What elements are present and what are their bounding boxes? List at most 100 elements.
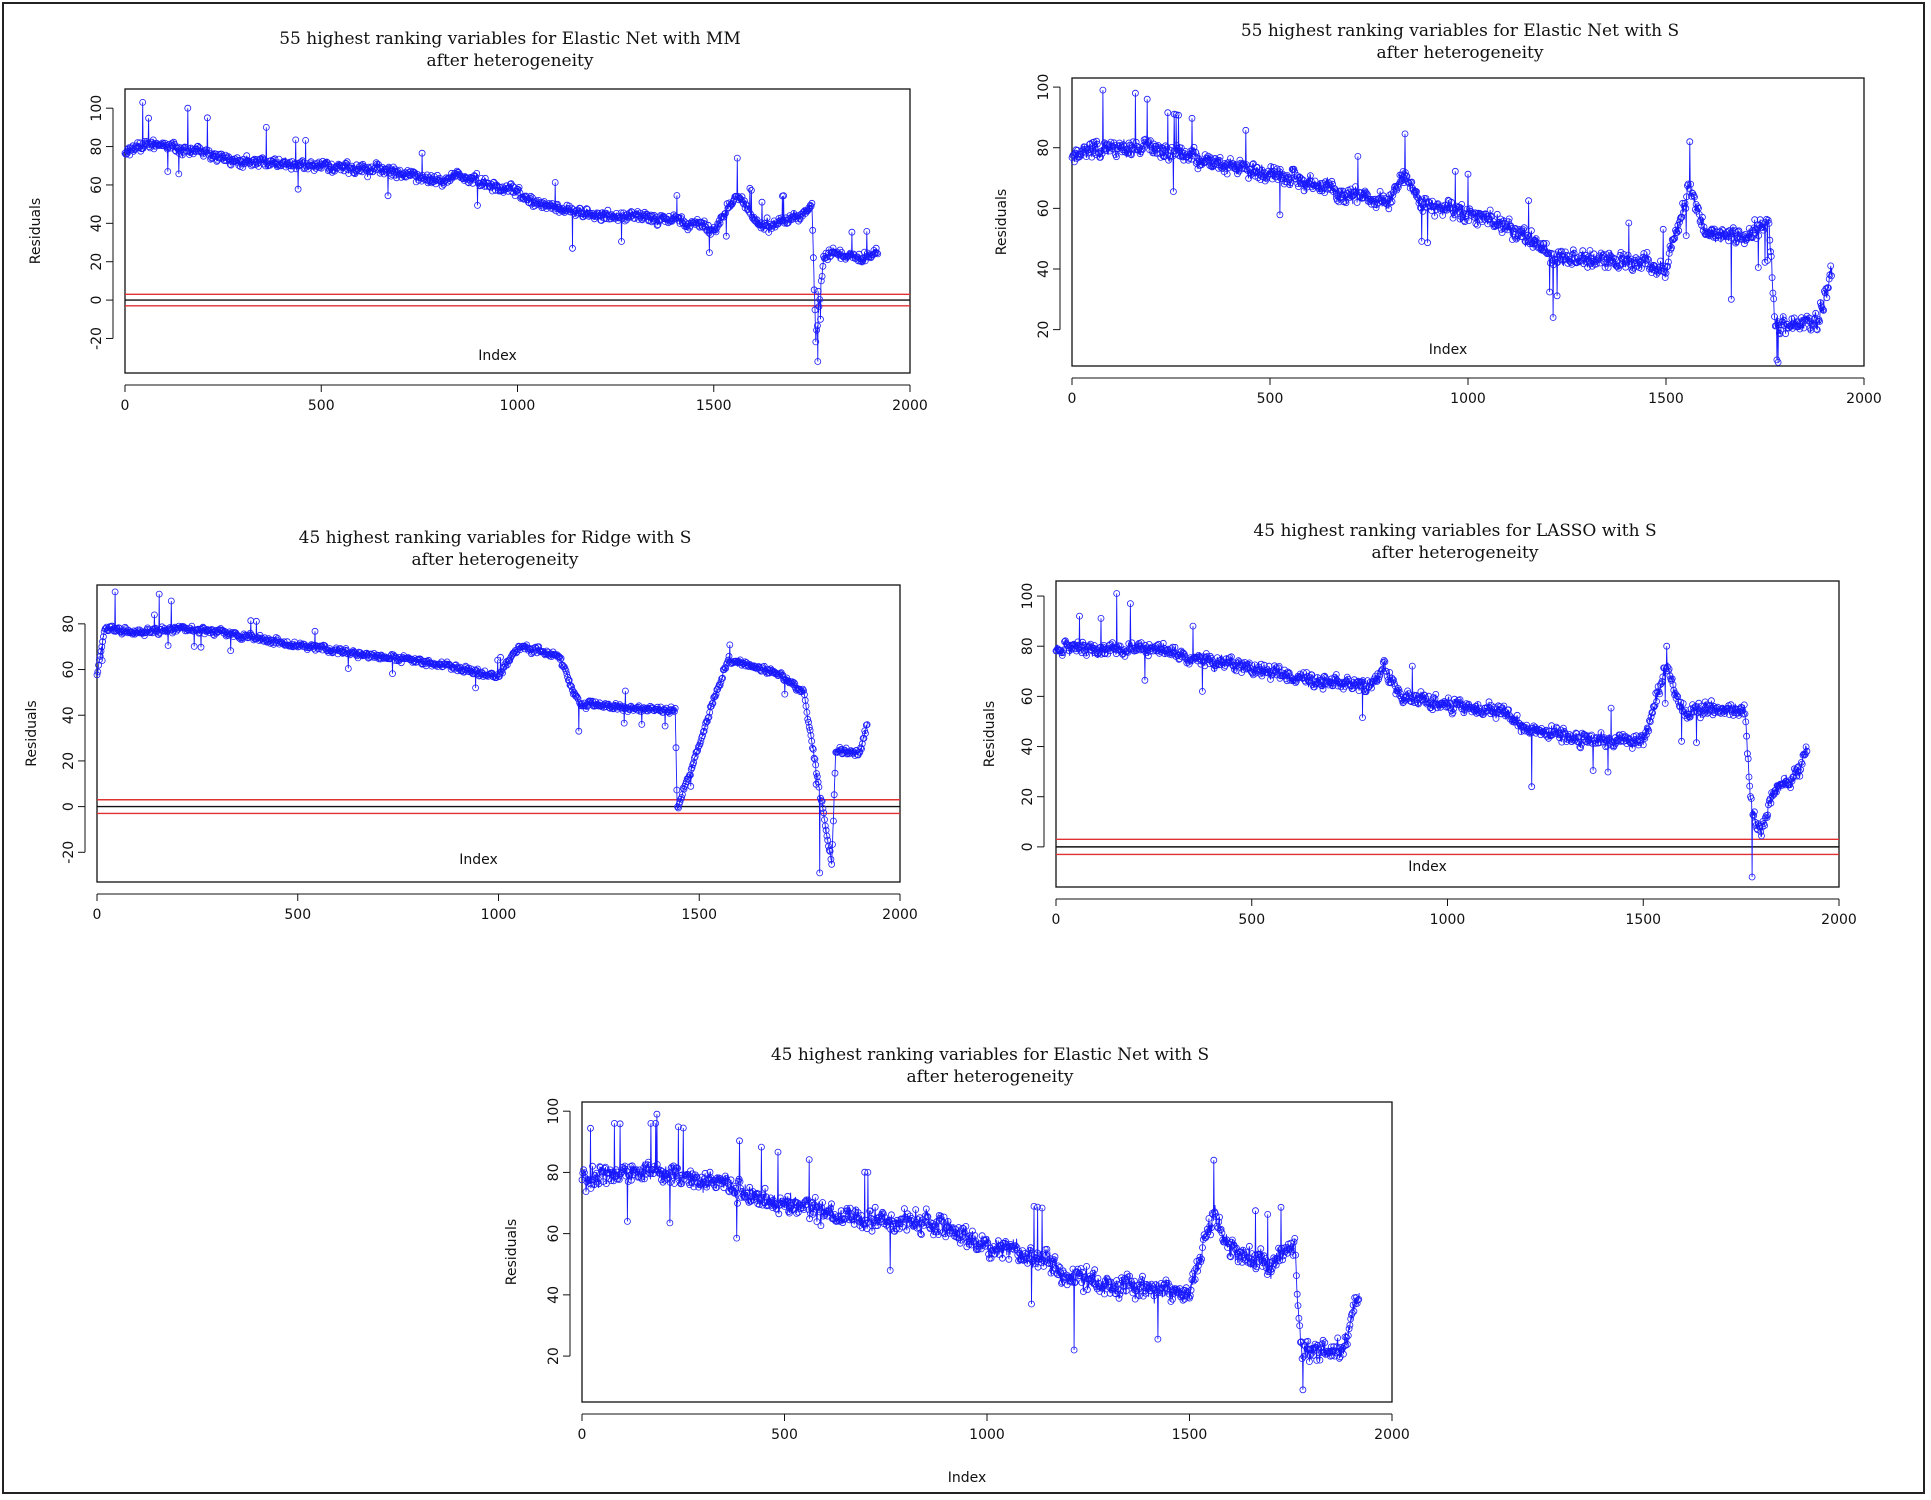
data-point: [849, 1216, 857, 1224]
data-point: [1132, 138, 1140, 146]
data-point: [1083, 651, 1090, 659]
chart-subtitle: after heterogeneity: [427, 51, 594, 71]
data-point: [1514, 232, 1522, 240]
data-point: [689, 1174, 697, 1182]
data-point: [998, 1254, 1006, 1262]
data-point: [1034, 1203, 1041, 1211]
y-tick-label: 0: [61, 802, 77, 811]
data-point: [1474, 701, 1482, 708]
data-point: [1266, 668, 1274, 675]
data-point: [1475, 709, 1483, 717]
data-point: [1751, 216, 1759, 224]
data-point: [1139, 1272, 1146, 1280]
data-point: [1823, 294, 1831, 302]
data-point: [682, 219, 689, 227]
data-point: [1296, 1322, 1304, 1330]
data-point: [1419, 207, 1427, 215]
data-point: [1798, 760, 1806, 768]
data-point: [568, 683, 575, 691]
data-point: [917, 1230, 925, 1238]
data-point: [1033, 1253, 1040, 1261]
data-point: [1543, 239, 1550, 247]
data-point: [721, 210, 729, 218]
data-point: [1169, 188, 1177, 196]
data-point: [1574, 733, 1582, 741]
data-point: [1294, 672, 1302, 680]
data-point: [1187, 1286, 1195, 1294]
data-point: [1130, 1281, 1137, 1289]
data-point: [497, 653, 504, 661]
data-point: [1373, 201, 1381, 208]
data-point: [1632, 254, 1640, 262]
data-point: [797, 686, 805, 694]
data-point: [1772, 322, 1780, 330]
data-point: [1528, 227, 1535, 235]
data-point: [1342, 1341, 1350, 1349]
data-point: [1761, 258, 1769, 266]
data-point: [155, 590, 163, 598]
data-point: [856, 1222, 864, 1229]
data-point: [814, 287, 822, 295]
data-point: [1752, 822, 1760, 829]
data-point: [1252, 1207, 1259, 1215]
data-point: [624, 1217, 631, 1225]
data-point: [1270, 163, 1278, 171]
data-point: [955, 1224, 963, 1231]
data-point: [1679, 700, 1687, 707]
series-points: [93, 588, 871, 877]
data-point: [1123, 149, 1131, 157]
data-point: [99, 638, 106, 646]
data-point: [1226, 654, 1234, 662]
data-point: [570, 688, 578, 696]
data-point: [472, 684, 480, 692]
data-point: [1771, 313, 1778, 321]
data-point: [1472, 702, 1480, 710]
data-point: [1745, 225, 1753, 232]
data-point: [1289, 1251, 1297, 1259]
data-point: [1686, 713, 1694, 721]
data-point: [1441, 699, 1449, 707]
data-point: [1050, 1256, 1058, 1264]
data-point: [1024, 1259, 1031, 1267]
data-point: [1668, 244, 1675, 252]
data-point: [1405, 694, 1413, 702]
data-point: [720, 213, 728, 221]
data-point: [1493, 210, 1501, 218]
data-point: [360, 165, 368, 173]
plot-area: [124, 88, 911, 374]
data-point: [1709, 226, 1717, 234]
data-point: [917, 1231, 925, 1239]
data-point: [1658, 677, 1666, 685]
data-point: [1159, 1289, 1167, 1297]
data-point: [1203, 1232, 1210, 1240]
data-point: [758, 198, 766, 206]
data-point: [1628, 265, 1636, 273]
y-tick-label: 80: [1020, 637, 1036, 655]
data-point: [551, 179, 559, 186]
data-point: [1216, 153, 1224, 161]
data-point: [1426, 699, 1433, 707]
data-point: [1813, 326, 1821, 334]
data-point: [636, 209, 644, 217]
data-point: [715, 221, 722, 229]
data-point: [1321, 1339, 1329, 1347]
data-point: [1404, 687, 1412, 695]
x-tick-label: 0: [93, 907, 102, 923]
data-point: [736, 1178, 744, 1186]
data-point: [1205, 1215, 1213, 1222]
data-point: [1277, 1203, 1285, 1211]
data-point: [1585, 257, 1593, 264]
data-point: [669, 1172, 677, 1180]
data-point: [1098, 1284, 1106, 1292]
data-point: [516, 189, 524, 197]
data-point: [1556, 731, 1564, 739]
data-point: [1165, 156, 1173, 164]
data-point: [96, 652, 104, 660]
data-point: [654, 221, 662, 229]
data-point: [581, 1169, 588, 1177]
data-point: [722, 232, 730, 240]
data-point: [1432, 690, 1440, 698]
data-point: [1266, 169, 1274, 177]
data-point: [746, 184, 754, 192]
data-point: [1389, 191, 1397, 199]
